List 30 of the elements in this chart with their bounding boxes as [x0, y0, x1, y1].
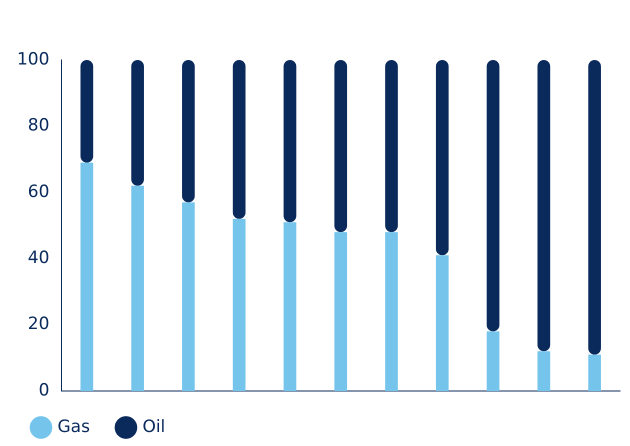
y-tick-label: 80 — [28, 116, 50, 136]
bar — [131, 186, 144, 391]
bar — [131, 60, 144, 186]
bar — [334, 232, 348, 391]
bar — [182, 60, 195, 202]
legend-label: Oil — [142, 416, 166, 437]
bar — [486, 60, 500, 332]
bar — [182, 202, 195, 391]
bar — [588, 60, 601, 355]
bar — [436, 255, 449, 391]
bar — [284, 60, 296, 222]
bar — [436, 60, 449, 256]
bar — [486, 331, 500, 391]
bar — [232, 218, 246, 391]
y-tick-label: 40 — [28, 248, 50, 268]
y-tick-label: 0 — [38, 380, 50, 400]
y-tick-label: 60 — [28, 182, 50, 202]
bar — [284, 222, 296, 391]
bar — [232, 60, 246, 219]
bar — [588, 354, 601, 391]
y-tick-label: 20 — [28, 314, 50, 334]
bar — [537, 351, 550, 391]
bar — [80, 162, 94, 391]
legend-label: Gas — [58, 416, 90, 437]
bar — [334, 60, 348, 232]
bar — [537, 60, 550, 352]
bar — [385, 60, 398, 232]
y-tick-label: 100 — [16, 49, 50, 70]
bar — [385, 232, 398, 391]
bar — [80, 60, 94, 163]
